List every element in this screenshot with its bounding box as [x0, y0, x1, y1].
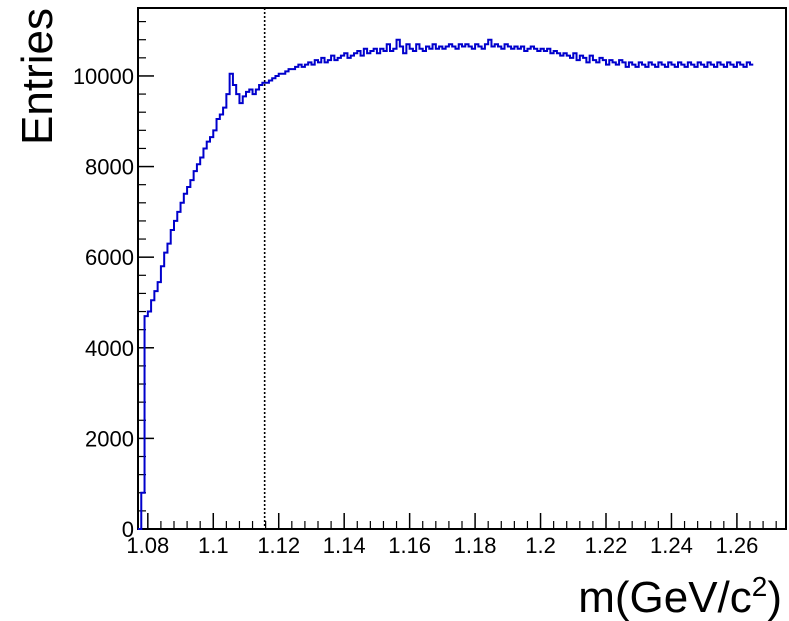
x-axis-tick-labels: 1.08 1.1 1.12 1.14 1.16 1.18 1.2 1.22 1.24 1.26 [126, 533, 758, 558]
y-axis-tick-labels: 0 2000 4000 6000 8000 10000 [73, 64, 134, 542]
histogram-series-line [138, 38, 754, 530]
y-tick-label: 10000 [73, 64, 134, 89]
x-tick-label: 1.1 [198, 533, 229, 558]
x-tick-label: 1.16 [388, 533, 431, 558]
y-axis-title: Entries [13, 8, 62, 145]
x-axis-title: m(GeV/c2) [578, 571, 782, 621]
x-tick-label: 1.26 [715, 533, 758, 558]
x-tick-label: 1.2 [525, 533, 556, 558]
y-tick-label: 8000 [85, 155, 134, 180]
x-tick-label: 1.24 [650, 533, 693, 558]
y-tick-label: 4000 [85, 336, 134, 361]
y-axis-ticks [138, 20, 154, 530]
y-tick-label: 2000 [85, 426, 134, 451]
x-tick-label: 1.18 [454, 533, 497, 558]
y-tick-label: 0 [122, 517, 134, 542]
x-axis-ticks [147, 513, 777, 529]
x-tick-label: 1.14 [323, 533, 366, 558]
x-tick-label: 1.08 [126, 533, 169, 558]
y-tick-label: 6000 [85, 245, 134, 270]
x-tick-label: 1.12 [257, 533, 300, 558]
x-tick-label: 1.22 [585, 533, 628, 558]
